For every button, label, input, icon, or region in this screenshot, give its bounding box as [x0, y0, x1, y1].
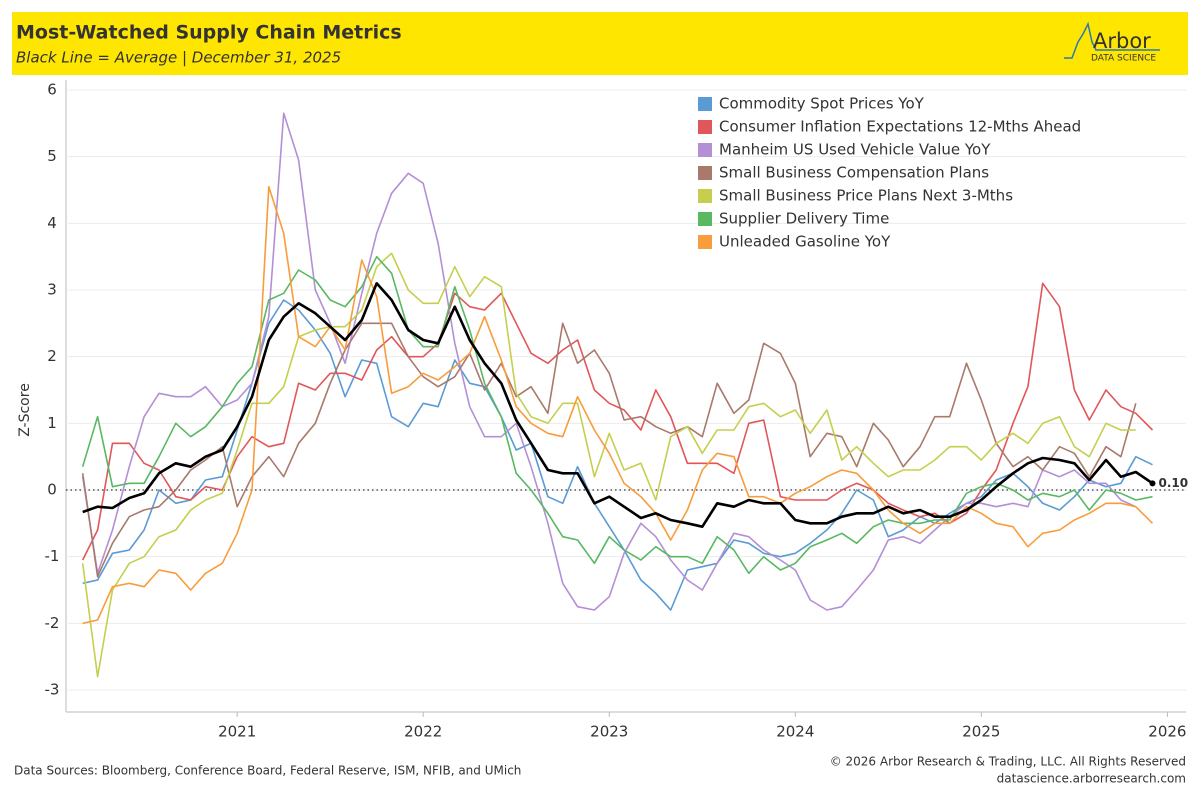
series-line: [81, 112, 1137, 611]
header-band: [12, 12, 1188, 75]
chart-subtitle: Black Line = Average | December 31, 2025: [16, 49, 341, 67]
legend-label: Manheim US Used Vehicle Value YoY: [719, 141, 991, 159]
legend-label: Small Business Price Plans Next 3-Mths: [719, 187, 1013, 205]
series-line: [81, 282, 1154, 561]
series-line: [81, 322, 1137, 578]
x-tick-label: 2023: [590, 723, 628, 741]
logo-subtext: DATA SCIENCE: [1091, 54, 1156, 64]
y-tick-label: 1: [47, 414, 57, 432]
x-tick-label: 2021: [218, 723, 256, 741]
copyright: © 2026 Arbor Research & Trading, LLC. Al…: [830, 755, 1186, 769]
chart-title: Most-Watched Supply Chain Metrics: [16, 22, 402, 44]
legend-label: Unleaded Gasoline YoY: [719, 233, 891, 251]
legend-swatch: [698, 166, 712, 180]
x-tick-label: 2022: [404, 723, 442, 741]
y-tick-label: 6: [47, 81, 57, 99]
legend-swatch: [698, 120, 712, 134]
legend-label: Small Business Compensation Plans: [719, 164, 989, 182]
legend-label: Consumer Inflation Expectations 12-Mths …: [719, 118, 1081, 136]
legend-label: Commodity Spot Prices YoY: [719, 95, 925, 113]
series-line: [81, 252, 1136, 678]
legend-swatch: [698, 97, 712, 111]
y-tick-label: -1: [45, 547, 60, 565]
logo-icon: [1064, 21, 1160, 59]
x-tick-label: 2026: [1148, 723, 1186, 741]
y-tick-label: -2: [45, 614, 60, 632]
y-tick-label: 4: [47, 214, 57, 232]
y-tick-label: 3: [47, 281, 57, 299]
value-label: 0.10: [1159, 476, 1189, 490]
source-note: Data Sources: Bloomberg, Conference Boar…: [14, 764, 521, 778]
x-tick-label: 2025: [962, 723, 1000, 741]
series-line: [82, 299, 1153, 611]
legend-swatch: [698, 235, 712, 249]
y-tick-label: 0: [47, 481, 57, 499]
website: datascience.arborresearch.com: [997, 772, 1186, 786]
legend-swatch: [698, 143, 712, 157]
y-tick-label: 5: [47, 147, 57, 165]
logo-text: Arbor: [1093, 29, 1151, 53]
series-line: [82, 282, 1154, 528]
y-tick-label: -3: [45, 681, 60, 699]
y-axis-label: Z-Score: [17, 383, 33, 437]
y-tick-label: 2: [47, 347, 57, 365]
x-tick-label: 2024: [776, 723, 814, 741]
series-line: [82, 185, 1154, 625]
end-point: [1149, 480, 1156, 487]
legend-label: Supplier Delivery Time: [719, 210, 889, 228]
legend-swatch: [698, 212, 712, 226]
legend-swatch: [698, 189, 712, 203]
